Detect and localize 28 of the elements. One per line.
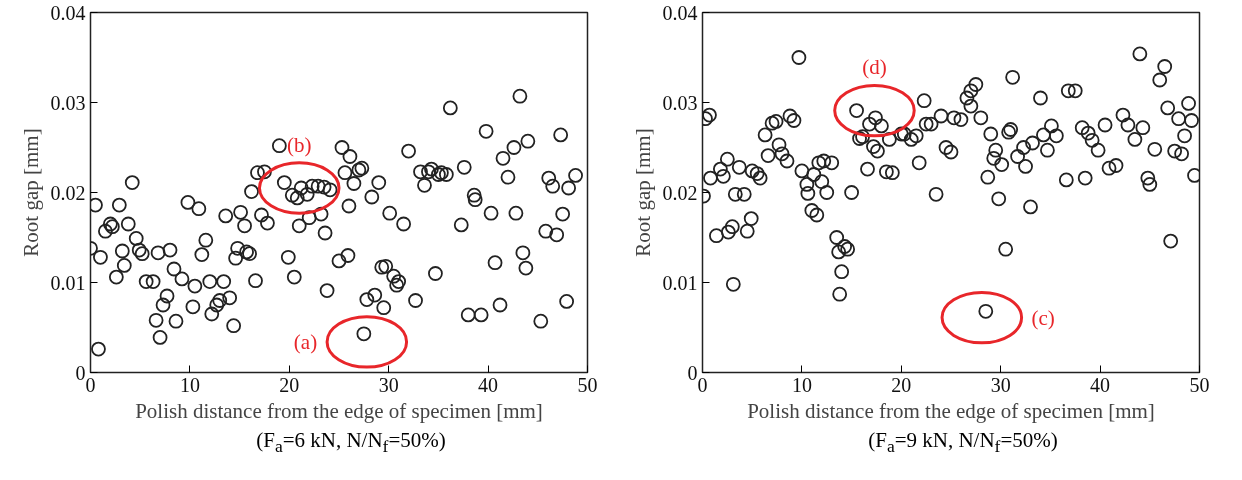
x-axis-title: Polish distance from the edge of specimen [mm] <box>747 398 1155 423</box>
x-tick-label: 30 <box>378 373 399 396</box>
x-tick-label: 20 <box>891 373 912 396</box>
annotation: (a) <box>293 329 318 354</box>
x-tick-label: 40 <box>478 373 499 396</box>
y-axis-title: Root gap [mm] <box>18 128 43 257</box>
annotation: (d) <box>862 55 887 80</box>
y-tick-label: 0.03 <box>662 91 698 114</box>
annotation: (c) <box>1031 305 1055 330</box>
x-tick-label: 30 <box>990 373 1011 396</box>
y-tick-label: 0.01 <box>662 271 698 294</box>
y-axis-title: Root gap [mm] <box>630 128 655 257</box>
y-tick-label: 0.04 <box>662 1 698 24</box>
y-tick-label: 0.02 <box>50 181 86 204</box>
x-tick-label: 40 <box>1090 373 1111 396</box>
x-tick-label: 20 <box>279 373 300 396</box>
y-tick-label: 0.03 <box>50 91 86 114</box>
y-tick-label: 0.04 <box>50 1 86 24</box>
x-tick-label: 10 <box>791 373 812 396</box>
text: (F$_{a}$=6 kN, N/N$_{f}$=50%) <box>255 427 447 459</box>
y-tick-label: 0.01 <box>50 271 86 294</box>
x-axis-title: Polish distance from the edge of specimen [mm] <box>135 398 543 423</box>
y-tick-label: 0.02 <box>662 181 698 204</box>
x-tick-label: 50 <box>1189 373 1210 396</box>
x-tick-label: 10 <box>179 373 200 396</box>
x-tick-label: 50 <box>577 373 598 396</box>
annotation: (b) <box>287 132 312 157</box>
text: (F$_{a}$=9 kN, N/N$_{f}$=50%) <box>867 427 1059 459</box>
